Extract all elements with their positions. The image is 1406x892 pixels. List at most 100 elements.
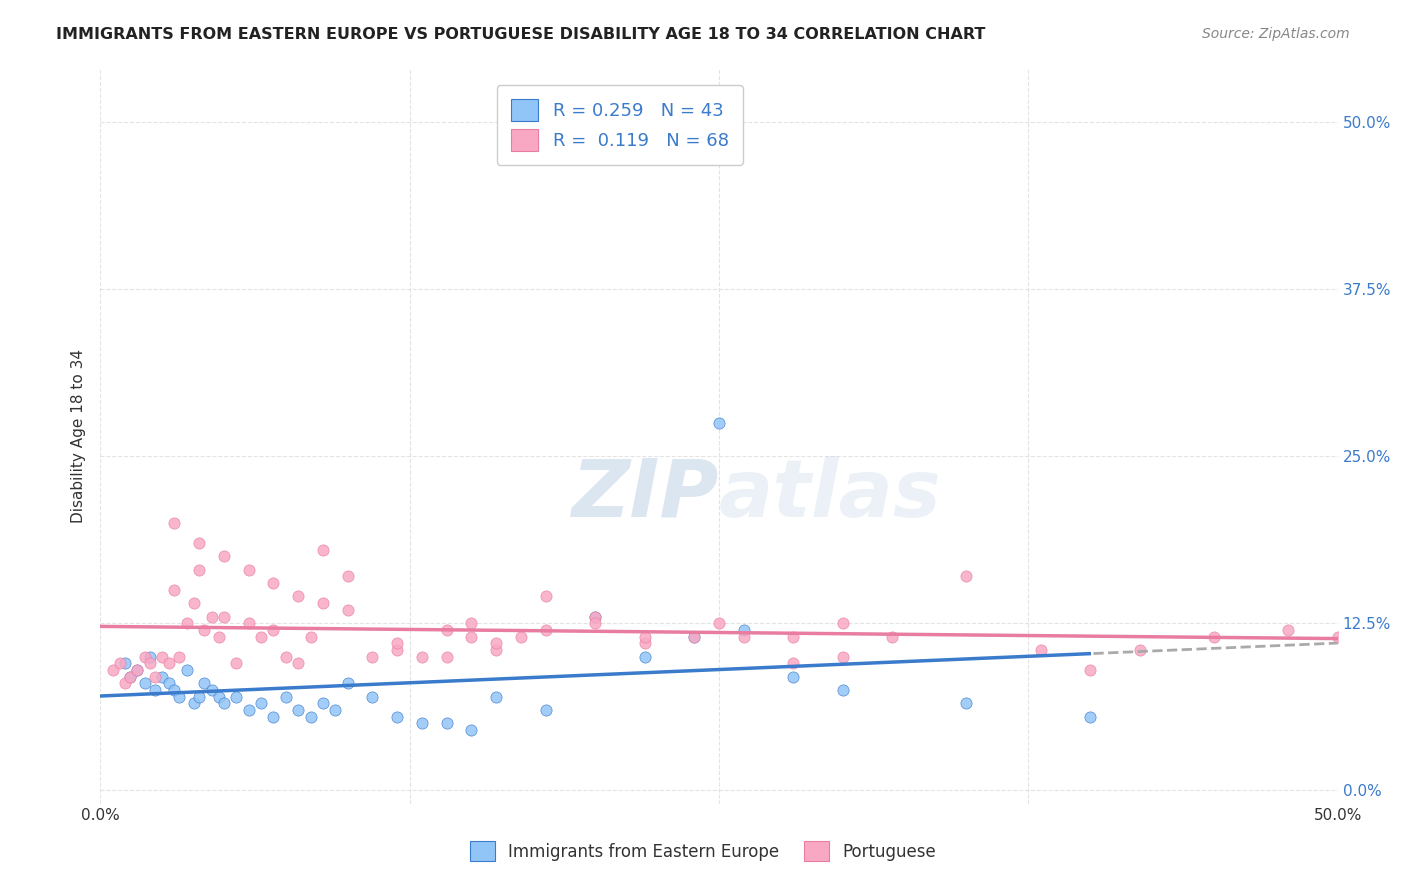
Point: [150, 649, 173, 664]
Point: [118, 670, 141, 684]
Legend: Immigrants from Eastern Europe, Portuguese: Immigrants from Eastern Europe, Portugue…: [457, 828, 949, 875]
Point: [707, 616, 730, 631]
Point: [143, 683, 166, 698]
Point: [183, 697, 205, 711]
Point: [159, 676, 181, 690]
Point: [169, 649, 191, 664]
Point: [583, 609, 606, 624]
Point: [238, 703, 260, 717]
Point: [159, 657, 181, 671]
Point: [287, 657, 309, 671]
Point: [208, 630, 231, 644]
Point: [287, 703, 309, 717]
Point: [955, 697, 977, 711]
Legend: R = 0.259   N = 43, R =  0.119   N = 68: R = 0.259 N = 43, R = 0.119 N = 68: [496, 85, 744, 165]
Point: [312, 596, 335, 610]
Point: [101, 663, 124, 677]
Point: [176, 663, 198, 677]
Point: [238, 616, 260, 631]
Text: Source: ZipAtlas.com: Source: ZipAtlas.com: [1202, 27, 1350, 41]
Point: [150, 670, 173, 684]
Point: [238, 563, 260, 577]
Point: [955, 569, 977, 583]
Y-axis label: Disability Age 18 to 34: Disability Age 18 to 34: [72, 349, 86, 523]
Point: [385, 643, 408, 657]
Point: [411, 649, 433, 664]
Point: [831, 683, 853, 698]
Point: [831, 616, 853, 631]
Point: [163, 582, 186, 597]
Point: [1129, 643, 1152, 657]
Point: [1078, 663, 1101, 677]
Point: [633, 636, 655, 650]
Point: [262, 623, 284, 637]
Point: [188, 690, 211, 704]
Point: [108, 657, 131, 671]
Point: [336, 603, 359, 617]
Point: [299, 710, 322, 724]
Point: [274, 649, 297, 664]
Point: [193, 623, 215, 637]
Point: [385, 636, 408, 650]
Point: [118, 670, 141, 684]
Point: [200, 609, 222, 624]
Point: [485, 636, 508, 650]
Point: [212, 549, 235, 564]
Point: [114, 676, 136, 690]
Point: [287, 590, 309, 604]
Point: [274, 690, 297, 704]
Point: [212, 697, 235, 711]
Point: [436, 649, 458, 664]
Point: [460, 616, 482, 631]
Point: [782, 657, 804, 671]
Point: [336, 569, 359, 583]
Point: [1029, 643, 1052, 657]
Point: [683, 630, 706, 644]
Point: [127, 663, 149, 677]
Point: [143, 670, 166, 684]
Point: [262, 710, 284, 724]
Point: [361, 690, 384, 704]
Point: [436, 623, 458, 637]
Point: [163, 683, 186, 698]
Point: [323, 703, 346, 717]
Point: [169, 690, 191, 704]
Point: [633, 649, 655, 664]
Point: [534, 623, 557, 637]
Point: [225, 690, 247, 704]
Point: [436, 716, 458, 731]
Point: [707, 416, 730, 430]
Point: [336, 676, 359, 690]
Point: [583, 609, 606, 624]
Point: [534, 703, 557, 717]
Point: [250, 630, 273, 644]
Point: [138, 657, 160, 671]
Point: [134, 649, 156, 664]
Point: [583, 616, 606, 631]
Point: [831, 649, 853, 664]
Text: IMMIGRANTS FROM EASTERN EUROPE VS PORTUGUESE DISABILITY AGE 18 TO 34 CORRELATION: IMMIGRANTS FROM EASTERN EUROPE VS PORTUG…: [56, 27, 986, 42]
Point: [127, 663, 149, 677]
Point: [509, 630, 531, 644]
Point: [188, 563, 211, 577]
Point: [485, 643, 508, 657]
Point: [250, 697, 273, 711]
Point: [361, 649, 384, 664]
Point: [882, 630, 904, 644]
Point: [485, 690, 508, 704]
Point: [262, 576, 284, 591]
Point: [299, 630, 322, 644]
Point: [1277, 623, 1299, 637]
Point: [312, 542, 335, 557]
Point: [534, 590, 557, 604]
Point: [460, 723, 482, 738]
Point: [1202, 630, 1225, 644]
Point: [212, 609, 235, 624]
Point: [138, 649, 160, 664]
Text: atlas: atlas: [718, 456, 942, 534]
Point: [200, 683, 222, 698]
Point: [733, 623, 755, 637]
Point: [633, 630, 655, 644]
Point: [460, 630, 482, 644]
Point: [733, 630, 755, 644]
